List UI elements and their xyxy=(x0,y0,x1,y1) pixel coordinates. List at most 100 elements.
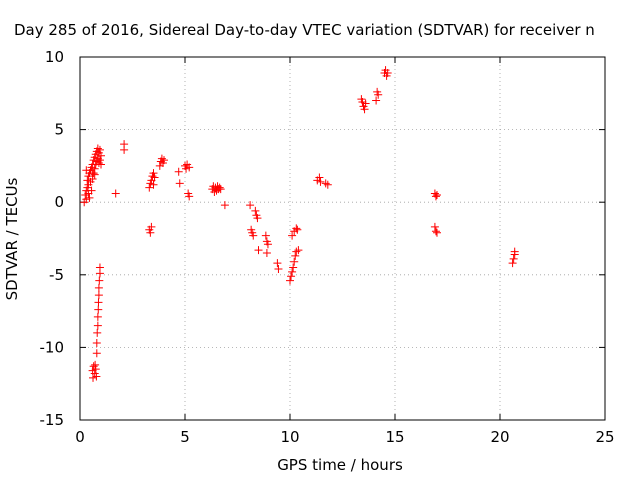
data-point xyxy=(150,173,159,182)
data-point xyxy=(261,231,270,240)
data-point xyxy=(175,179,184,188)
data-point xyxy=(160,156,168,165)
y-axis-label: SDTVAR / TECUs xyxy=(3,177,21,300)
data-point xyxy=(315,173,324,182)
x-tick-label: 0 xyxy=(75,428,85,446)
data-point xyxy=(262,249,271,258)
data-point xyxy=(249,231,258,240)
data-point xyxy=(274,264,283,273)
data-point xyxy=(149,169,158,178)
x-tick-label: 25 xyxy=(595,428,614,446)
data-point xyxy=(91,360,100,369)
data-point xyxy=(111,189,120,198)
plot-frame xyxy=(79,56,606,421)
x-tick-label: 15 xyxy=(385,428,404,446)
data-point xyxy=(508,259,517,268)
data-point xyxy=(509,254,518,263)
data-point xyxy=(93,328,102,337)
data-point xyxy=(216,185,225,194)
data-point xyxy=(288,231,297,240)
data-point xyxy=(321,179,330,188)
data-point xyxy=(286,276,294,285)
data-point xyxy=(92,339,101,348)
data-point xyxy=(94,291,103,300)
data-point xyxy=(97,160,105,169)
data-point xyxy=(95,276,104,285)
data-point xyxy=(93,312,102,321)
data-point xyxy=(287,272,296,281)
data-point xyxy=(94,298,103,307)
axis-ticks xyxy=(79,56,606,421)
data-point xyxy=(95,145,104,154)
data-point xyxy=(288,267,297,276)
data-point xyxy=(220,201,229,210)
data-point xyxy=(149,180,158,189)
data-points xyxy=(80,66,519,382)
data-point xyxy=(430,222,439,231)
x-tick-labels: 0 5 10 15 20 25 xyxy=(75,428,614,446)
data-point xyxy=(374,90,383,99)
data-point xyxy=(89,373,98,382)
data-point xyxy=(92,349,101,358)
data-point xyxy=(316,177,325,186)
data-point xyxy=(85,193,94,202)
data-point xyxy=(95,156,104,165)
data-point xyxy=(290,257,299,266)
data-point xyxy=(174,167,183,176)
data-point xyxy=(253,214,262,223)
data-point xyxy=(93,321,102,330)
data-point xyxy=(433,190,441,199)
data-point xyxy=(88,169,97,178)
data-point xyxy=(157,154,166,163)
y-tick-label: -5 xyxy=(49,266,64,284)
data-point xyxy=(82,166,91,175)
data-point xyxy=(120,145,129,154)
data-point xyxy=(91,365,100,374)
data-point xyxy=(292,247,301,256)
data-point xyxy=(292,224,301,233)
data-point xyxy=(90,170,99,179)
data-point xyxy=(361,99,370,108)
data-point xyxy=(431,192,440,201)
data-point xyxy=(273,259,282,268)
x-axis-label: GPS time / hours xyxy=(277,456,403,474)
y-tick-label: 5 xyxy=(54,121,64,139)
data-point xyxy=(383,68,392,77)
data-point xyxy=(433,228,441,237)
data-point xyxy=(246,201,255,210)
data-point xyxy=(94,305,103,314)
data-point xyxy=(185,192,194,201)
data-point xyxy=(431,227,440,236)
data-point xyxy=(293,225,302,234)
data-point xyxy=(251,206,260,215)
data-point xyxy=(210,188,219,197)
y-tick-labels: -15 -10 -5 0 5 10 xyxy=(40,48,65,429)
data-point xyxy=(146,228,155,237)
data-point xyxy=(145,183,154,192)
x-tick-label: 20 xyxy=(490,428,509,446)
grid-lines xyxy=(80,57,605,420)
data-point xyxy=(294,246,303,255)
data-point xyxy=(147,222,156,231)
data-point xyxy=(92,372,101,381)
data-point xyxy=(289,263,298,272)
data-point xyxy=(510,247,519,256)
data-point xyxy=(372,96,381,105)
data-point xyxy=(185,163,194,172)
y-tick-label: 0 xyxy=(54,193,64,211)
data-point xyxy=(84,180,93,189)
data-point xyxy=(215,183,224,192)
data-point xyxy=(97,151,105,160)
data-point xyxy=(360,105,369,114)
data-point xyxy=(87,186,96,195)
y-tick-label: -15 xyxy=(40,411,65,429)
y-tick-label: 10 xyxy=(45,48,64,66)
data-point xyxy=(291,251,300,260)
data-point xyxy=(94,283,103,292)
data-point xyxy=(95,263,104,272)
y-tick-label: -10 xyxy=(40,338,65,356)
data-point xyxy=(323,180,332,189)
data-point xyxy=(254,246,263,255)
data-point xyxy=(93,144,102,153)
